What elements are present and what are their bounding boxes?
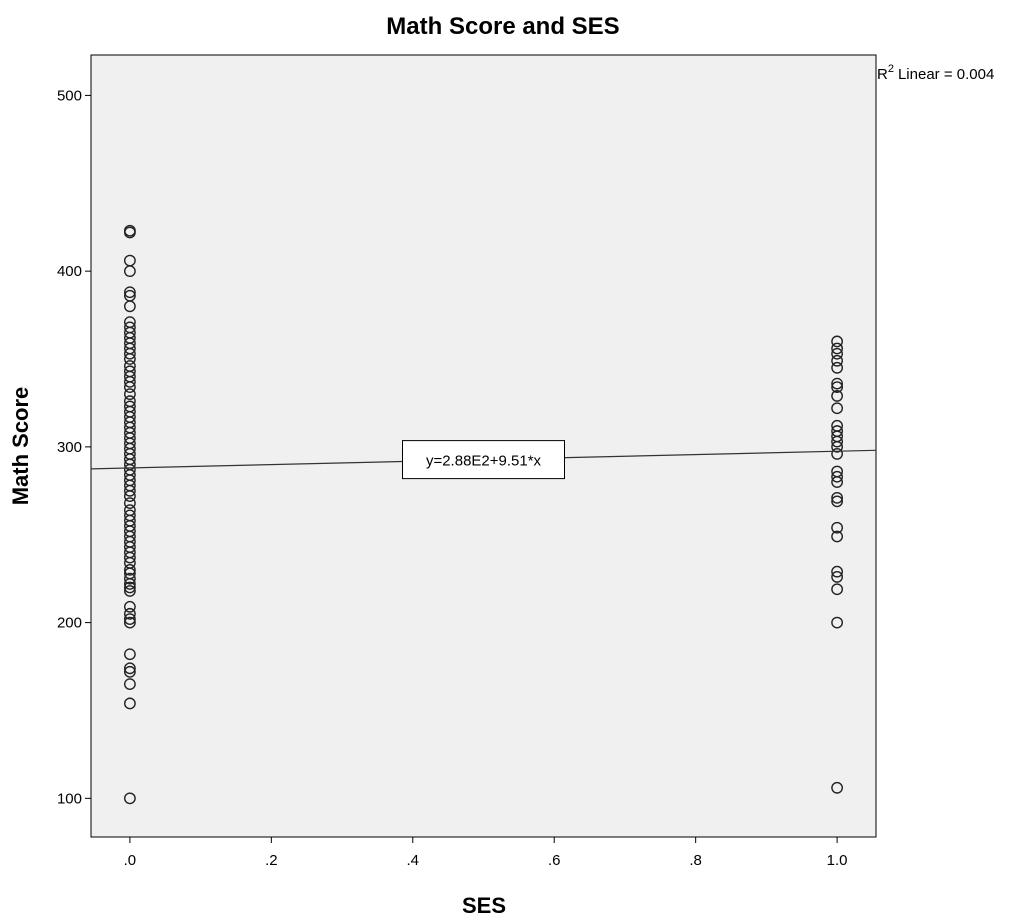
y-axis-label: Math Score <box>8 387 33 506</box>
data-point <box>831 465 844 478</box>
data-point <box>123 600 136 613</box>
data-point <box>831 583 844 596</box>
data-point <box>123 697 136 710</box>
data-point <box>831 448 844 460</box>
data-point <box>123 365 136 378</box>
data-point <box>123 563 136 576</box>
data-point <box>123 316 136 329</box>
data-point <box>831 425 844 437</box>
data-point <box>123 616 136 629</box>
data-point <box>123 497 136 510</box>
data-point <box>123 509 136 522</box>
data-point <box>123 581 136 594</box>
data-point <box>831 491 844 504</box>
data-point <box>123 678 136 691</box>
x-tick-label: .2 <box>265 852 278 869</box>
data-point <box>123 665 136 678</box>
r-squared-value: Linear = 0.004 <box>898 66 994 83</box>
x-tick-label: .0 <box>124 852 137 869</box>
data-point <box>831 390 844 402</box>
data-point <box>123 607 136 620</box>
data-point <box>831 361 844 374</box>
data-point <box>831 571 844 583</box>
data-point <box>831 781 844 794</box>
data-point <box>831 354 844 367</box>
data-point <box>831 616 844 629</box>
data-point <box>831 377 844 390</box>
x-axis-label: SES <box>462 893 506 918</box>
y-axis: 100 200 300 400 500 <box>57 87 91 807</box>
data-point <box>123 289 136 302</box>
data-point <box>831 402 844 415</box>
data-point <box>123 613 136 625</box>
equation-label: y=2.88E2+9.51*x <box>426 453 542 470</box>
x-tick-label: .8 <box>689 852 702 869</box>
data-point <box>831 347 844 360</box>
data-point <box>123 504 136 517</box>
data-point <box>123 792 136 805</box>
data-point <box>123 286 136 299</box>
x-tick-label: .4 <box>407 852 420 869</box>
data-point <box>123 648 136 661</box>
data-point <box>123 388 136 401</box>
data-point <box>831 521 844 534</box>
data-point <box>123 395 136 408</box>
x-axis: .0 .2 .4 .6 .8 1.0 <box>124 837 848 869</box>
data-point <box>831 495 844 508</box>
data-point <box>123 224 136 237</box>
y-tick-label: 200 <box>57 615 82 632</box>
x-tick-label: .6 <box>548 852 561 869</box>
data-point <box>831 419 844 432</box>
data-point <box>123 254 136 267</box>
data-point <box>123 585 136 597</box>
data-points <box>123 224 844 805</box>
data-point <box>123 662 136 675</box>
data-point <box>831 470 844 483</box>
data-point <box>831 342 844 355</box>
data-point <box>123 572 136 585</box>
data-point <box>123 321 136 334</box>
y-tick-label: 100 <box>57 790 82 807</box>
data-point <box>123 400 136 413</box>
r-squared-label: R2 Linear = 0.004 <box>877 63 994 83</box>
r-squared-prefix: R <box>877 66 888 83</box>
data-point <box>831 381 844 394</box>
data-point <box>831 335 844 348</box>
chart-title: Math Score and SES <box>386 13 619 40</box>
data-point <box>831 565 844 578</box>
r-squared-superscript: 2 <box>888 63 894 75</box>
y-tick-label: 500 <box>57 87 82 104</box>
data-point <box>123 360 136 372</box>
x-tick-label: 1.0 <box>827 852 848 869</box>
data-point <box>831 530 844 543</box>
y-tick-label: 300 <box>57 439 82 456</box>
y-tick-label: 400 <box>57 263 82 280</box>
equation-box <box>402 440 565 480</box>
